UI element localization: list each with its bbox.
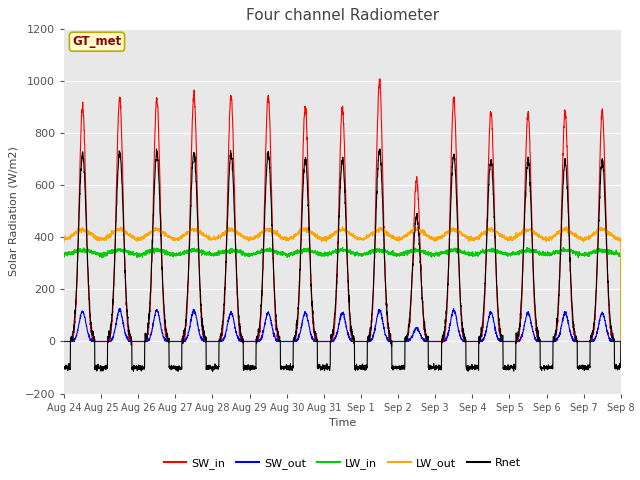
Y-axis label: Solar Radiation (W/m2): Solar Radiation (W/m2) [9,146,19,276]
X-axis label: Time: Time [329,418,356,428]
Legend: SW_in, SW_out, LW_in, LW_out, Rnet: SW_in, SW_out, LW_in, LW_out, Rnet [159,454,525,474]
Title: Four channel Radiometer: Four channel Radiometer [246,9,439,24]
Text: GT_met: GT_met [72,35,122,48]
